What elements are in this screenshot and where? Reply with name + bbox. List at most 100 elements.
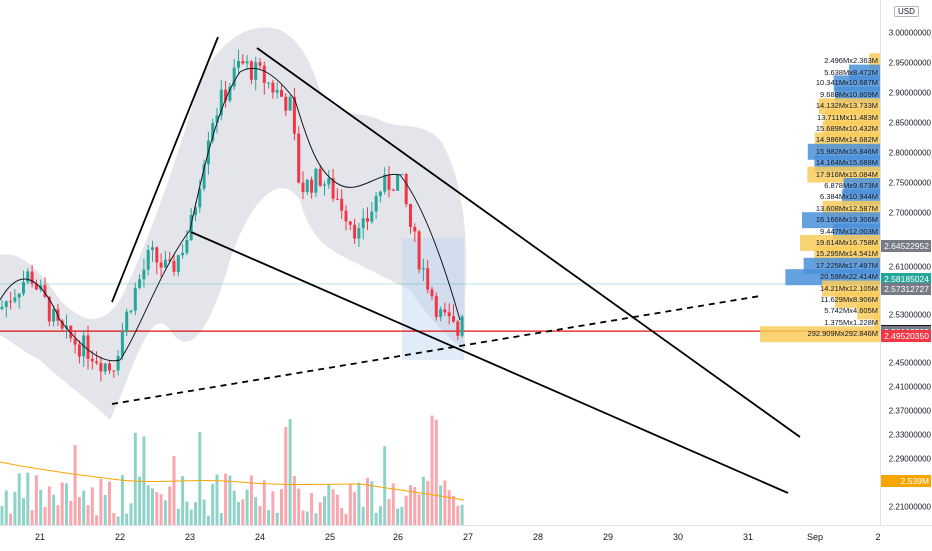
candle-body	[409, 204, 412, 227]
volume-bar	[430, 415, 434, 525]
price-tick: 2.70000000	[888, 208, 931, 218]
volume-bar	[0, 506, 4, 525]
time-tick: 31	[742, 532, 754, 542]
candle-body	[47, 296, 51, 322]
candle-body	[108, 363, 111, 371]
volume-bar	[271, 491, 275, 525]
volume-bar	[82, 490, 86, 525]
price-axis[interactable]: 3.00000000 2.95000000 2.90000000 2.85000000…	[880, 0, 932, 525]
volume-bar	[335, 494, 339, 525]
volume-bar	[39, 489, 43, 525]
candle-body	[340, 198, 344, 211]
volume-bar	[202, 499, 206, 525]
time-axis[interactable]: 21 22 23 24 25 26 27 28 29 30 31 Sep 2	[0, 525, 932, 551]
volume-profile-label: 15.295Mx14.541M	[815, 249, 878, 259]
volume-profile-label: 11.629Mx8.906M	[820, 295, 878, 304]
volume-bar	[348, 484, 352, 525]
candle-body	[60, 320, 64, 329]
volume-bar	[288, 419, 292, 525]
volume-bar	[194, 502, 197, 525]
candle-body	[254, 62, 258, 80]
candle-body	[215, 115, 219, 123]
volume-profile-label: 17.916Mx15.084M	[815, 169, 878, 179]
volume-profile-label: 5.638Mx8.472M	[824, 67, 878, 77]
candle-body	[26, 271, 30, 283]
volume-bar	[215, 474, 219, 525]
price-chart[interactable]	[0, 0, 880, 525]
candle-body	[176, 255, 180, 272]
candle-body	[120, 332, 124, 357]
volume-bar	[241, 499, 245, 525]
volume-bar	[112, 513, 116, 525]
candle-body	[219, 89, 223, 116]
volume-bar	[228, 475, 232, 525]
price-badge: 2.539M	[881, 475, 931, 488]
currency-badge[interactable]: USD	[894, 6, 919, 17]
volume-profile-label: 5.742Mx4.605M	[824, 306, 878, 316]
volume-bar	[189, 509, 193, 525]
candle-body	[426, 268, 430, 290]
volume-profile-label: 6.878Mx9.673M	[824, 181, 878, 190]
time-tick: 24	[254, 532, 266, 542]
candle-body	[17, 293, 21, 298]
volume-bar	[86, 505, 90, 525]
volume-bar	[69, 500, 73, 525]
time-tick: 27	[462, 532, 474, 542]
candle-body	[370, 211, 374, 222]
candle-body	[189, 215, 193, 241]
chart-area[interactable]: 2.496Mx2.363M 5.638Mx8.472M 10.341Mx10.687…	[0, 0, 880, 525]
time-tick: 22	[114, 532, 126, 542]
candle-body	[13, 297, 17, 302]
price-tick: 2.80000000	[888, 148, 931, 158]
volume-bar	[52, 494, 56, 525]
volume-bar	[452, 495, 455, 525]
price-tick: 2.33000000	[888, 430, 931, 440]
volume-bar	[224, 473, 228, 525]
price-tick: 3.00000000	[888, 28, 931, 38]
candle-body	[211, 122, 215, 141]
candle-body	[430, 289, 434, 297]
candle-body	[69, 325, 73, 339]
candle-body	[9, 301, 13, 303]
candle-body	[374, 196, 378, 212]
volume-bar	[26, 472, 30, 525]
volume-profile-label: 10.341Mx10.687M	[815, 78, 878, 88]
volume-bar	[108, 481, 111, 525]
volume-bar	[456, 505, 460, 525]
trend-line-upper	[256, 47, 801, 438]
volume-bar	[116, 516, 120, 525]
volume-bar	[284, 426, 288, 525]
price-range-box	[402, 238, 464, 360]
volume-profile-label: 20.59Mx22.414M	[820, 272, 878, 282]
volume-bar	[370, 481, 374, 525]
volume-bar	[142, 436, 146, 525]
trend-line-lower	[190, 231, 789, 494]
volume-bar	[60, 482, 64, 525]
middle-band-line	[0, 67, 461, 362]
volume-bar	[34, 475, 38, 525]
volume-profile-bar	[869, 53, 880, 70]
volume-profile-label: 6.384Mx10.944M	[820, 192, 878, 202]
time-tick: 2	[875, 532, 881, 542]
candle-body	[146, 250, 150, 270]
volume-bar	[254, 497, 258, 525]
candle-body	[280, 90, 283, 97]
volume-bar	[344, 513, 348, 525]
time-tick: 30	[672, 532, 684, 542]
volume-bar	[125, 513, 129, 525]
time-tick: 28	[532, 532, 544, 542]
volume-profile-label: 14.132Mx13.733M	[815, 101, 878, 111]
volume-profile-label: 2.496Mx2.363M	[824, 56, 878, 66]
volume-bar	[439, 485, 443, 525]
candle-body	[77, 344, 81, 357]
volume-bar	[22, 498, 25, 525]
volume-bar	[198, 432, 202, 525]
candle-body	[99, 362, 103, 372]
candle-body	[241, 60, 245, 64]
volume-bar	[151, 488, 154, 525]
volume-bar	[155, 492, 159, 525]
volume-bar	[378, 506, 382, 525]
candle-body	[404, 174, 408, 205]
volume-profile-label: 292.909Mx292.846M	[807, 329, 878, 339]
price-tick: 2.95000000	[888, 58, 931, 68]
